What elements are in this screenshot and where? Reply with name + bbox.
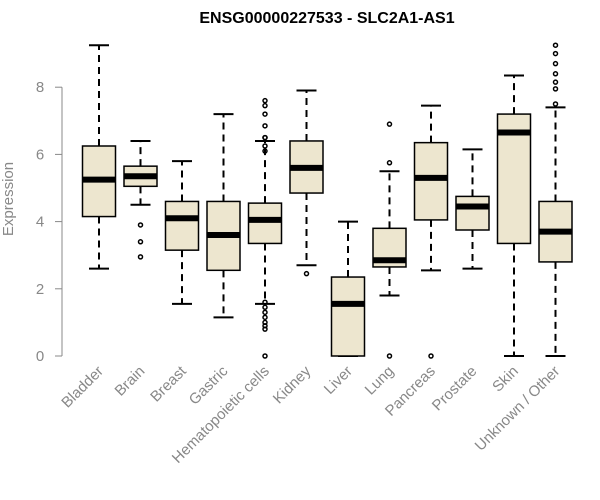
outlier-point: [303, 270, 310, 277]
y-tick-label: 0: [36, 348, 44, 365]
box-group-4: [247, 97, 283, 359]
outlier-point: [262, 143, 268, 149]
box-group-9: [455, 148, 490, 270]
outlier-point: [137, 239, 144, 245]
outlier-point: [552, 86, 559, 92]
outlier-point: [262, 111, 268, 117]
outlier-point: [386, 160, 393, 166]
y-axis-label: Expression: [0, 162, 17, 236]
box-group-11: [538, 42, 573, 357]
box-group-3: [206, 113, 241, 319]
x-tick-label: Breast: [147, 362, 190, 405]
outlier-point: [262, 326, 268, 332]
iqr-box: [164, 200, 200, 251]
y-tick-label: 8: [36, 79, 44, 96]
box-group-8: [413, 104, 449, 359]
x-tick-label: Liver: [321, 363, 356, 398]
box-group-5: [289, 89, 324, 277]
boxes: [81, 42, 573, 359]
outlier-point: [262, 309, 268, 316]
outlier-point: [386, 353, 393, 359]
chart-title: ENSG00000227533 - SLC2A1-AS1: [199, 10, 454, 27]
x-tick-label: Kidney: [270, 362, 315, 407]
iqr-box: [413, 141, 449, 221]
box-group-1: [123, 139, 158, 260]
outlier-point: [262, 304, 268, 311]
outlier-point: [262, 134, 268, 141]
x-tick-label: Bladder: [58, 363, 107, 412]
outlier-point: [262, 102, 268, 109]
outlier-point: [428, 353, 434, 359]
y-tick-label: 4: [36, 214, 44, 231]
y-tick-label: 2: [36, 281, 44, 298]
outlier-point: [552, 60, 559, 67]
outlier-point: [262, 314, 268, 321]
iqr-box: [330, 276, 366, 357]
x-tick-label: Lung: [362, 363, 398, 399]
outlier-point: [552, 50, 559, 57]
iqr-box: [455, 195, 490, 231]
box-group-10: [496, 74, 532, 357]
outlier-point: [262, 123, 268, 129]
outlier-point: [552, 101, 559, 107]
outlier-point: [262, 148, 268, 154]
box-group-7: [372, 121, 407, 359]
box-group-0: [81, 44, 117, 270]
outlier-point: [552, 79, 559, 85]
outlier-point: [552, 42, 559, 48]
outlier-point: [386, 121, 393, 127]
box-group-6: [330, 220, 366, 357]
outlier-point: [552, 71, 559, 77]
box-group-2: [164, 160, 200, 305]
x-tick-label: Skin: [489, 363, 522, 396]
outlier-point: [262, 353, 268, 359]
iqr-box: [496, 113, 532, 245]
outlier-point: [262, 97, 268, 104]
y-axis: 0 2 4 6 8: [36, 79, 63, 365]
outlier-point: [262, 299, 268, 305]
y-tick-label: 6: [36, 146, 44, 163]
x-tick-label: Brain: [112, 363, 149, 400]
outlier-point: [137, 222, 144, 228]
outlier-point: [137, 254, 144, 260]
iqr-box: [247, 202, 283, 245]
x-tick-label: Prostate: [429, 363, 481, 415]
